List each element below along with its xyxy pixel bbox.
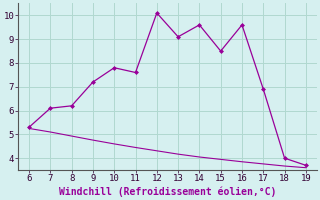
X-axis label: Windchill (Refroidissement éolien,°C): Windchill (Refroidissement éolien,°C) (59, 186, 276, 197)
